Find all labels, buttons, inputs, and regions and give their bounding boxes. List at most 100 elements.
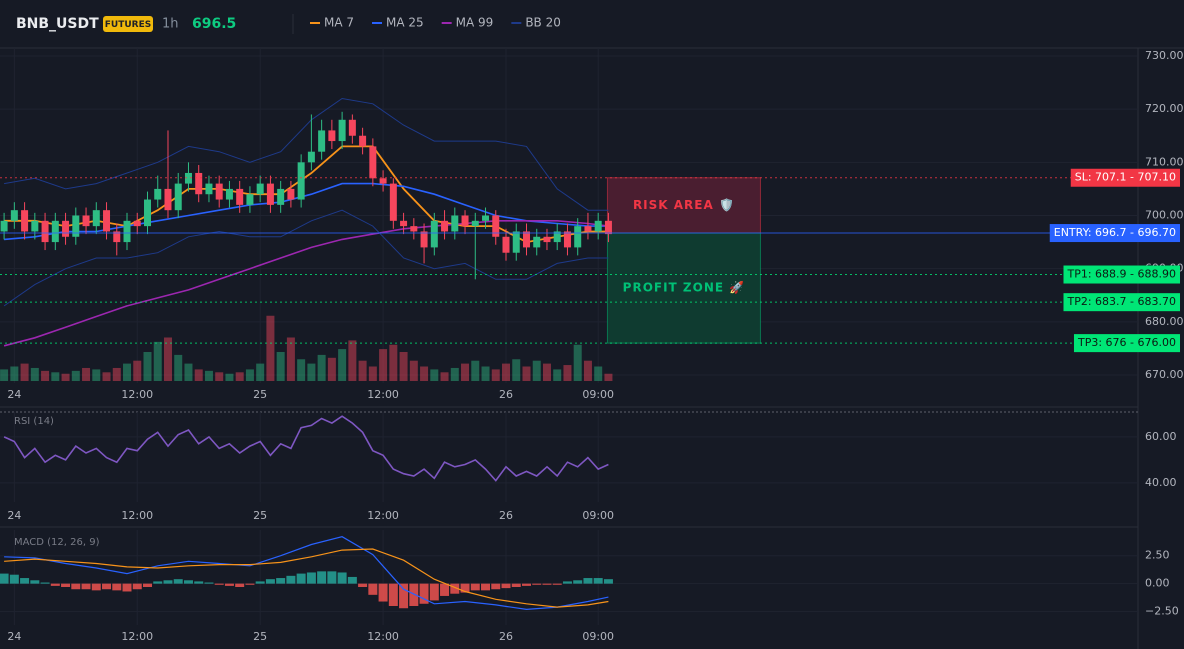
x-tick-label: 26 <box>499 509 513 522</box>
level-label: TP1: 688.9 - 688.90 <box>1067 268 1177 281</box>
level-tag <box>1070 168 1180 187</box>
candle-body <box>522 231 530 248</box>
candle-body <box>441 220 449 232</box>
candle-body <box>10 210 18 221</box>
macd-histogram-bar <box>163 580 173 584</box>
y-tick-label: 720.00 <box>1145 102 1184 115</box>
macd-line <box>4 548 609 608</box>
last-price: 696.5 <box>192 16 236 32</box>
volume-bar <box>82 367 91 381</box>
volume-bar <box>194 369 203 381</box>
volume-bar <box>92 369 101 381</box>
macd-histogram-bar <box>245 583 255 585</box>
level-tag <box>1049 224 1180 243</box>
x-tick-label: 12:00 <box>367 630 399 643</box>
volume-bar <box>256 363 265 381</box>
candle-body <box>502 236 510 253</box>
volume-bar <box>532 360 541 381</box>
candle-body <box>184 172 192 184</box>
legend-label: BB 20 <box>525 16 561 30</box>
level-tag <box>1063 293 1180 312</box>
x-tick-label: 24 <box>7 630 21 643</box>
macd-histogram-bar <box>573 580 583 584</box>
candle-body <box>420 231 428 248</box>
candle-body <box>471 220 479 227</box>
macd-histogram-bar <box>286 575 296 584</box>
rsi-line <box>3 415 609 482</box>
macd-histogram-bar <box>61 583 71 587</box>
macd-histogram-bar <box>194 581 204 584</box>
candle-body <box>21 210 29 232</box>
macd-histogram-bar <box>450 583 460 594</box>
x-tick-label: 12:00 <box>367 388 399 401</box>
candle-body <box>482 215 490 221</box>
legend-label: MA 99 <box>456 16 494 30</box>
candle-body <box>82 215 90 227</box>
candle-body <box>0 220 8 232</box>
volume-bar <box>512 359 521 381</box>
candle-body <box>195 172 203 195</box>
x-tick-label: 09:00 <box>582 509 614 522</box>
candle-body <box>379 178 387 184</box>
macd-histogram-bar <box>183 580 193 584</box>
volume-bar <box>420 366 429 381</box>
y-tick-label: 670.00 <box>1145 368 1184 381</box>
level-tag <box>1073 334 1180 353</box>
y-tick-label: 2.50 <box>1145 549 1170 562</box>
candle-body <box>492 215 500 237</box>
candle-body <box>277 188 285 205</box>
macd-histogram-bar <box>296 573 306 584</box>
macd-histogram-bar <box>501 583 511 589</box>
candle-body <box>62 220 70 237</box>
macd-histogram-bar <box>50 583 60 586</box>
labels: 24 12:00 25 12:00 26 09:00 24 12:00 25 12:00 26 09:… <box>7 16 1183 644</box>
volume-bar <box>368 366 377 381</box>
candle-body <box>154 188 162 200</box>
candle-body <box>174 183 182 211</box>
x-tick-label: 12:00 <box>121 388 153 401</box>
macd-histogram-bar <box>204 582 214 584</box>
rsi-title: RSI (14) <box>14 416 54 427</box>
macd-histogram-bar <box>347 576 357 584</box>
level-tag <box>1063 265 1180 284</box>
volume-bar <box>461 363 470 381</box>
plot <box>0 97 1138 611</box>
macd-histogram-bar <box>235 583 245 587</box>
macd-histogram-bar <box>224 583 234 586</box>
candle-body <box>205 183 213 195</box>
macd-histogram-bar <box>142 583 152 587</box>
candle-body <box>41 220 49 243</box>
volume-bar <box>491 369 500 381</box>
macd-histogram-bar <box>388 583 398 606</box>
candle-body <box>553 231 561 243</box>
x-tick-label: 12:00 <box>121 630 153 643</box>
candle-body <box>92 210 100 227</box>
macd-histogram-bar <box>552 583 562 585</box>
x-tick-label: 09:00 <box>582 630 614 643</box>
y-tick-label: 40.00 <box>1145 476 1177 489</box>
macd-histogram-bar <box>532 583 542 585</box>
volume-bar <box>440 372 449 381</box>
candle-body <box>256 183 264 195</box>
candle-body <box>164 188 172 211</box>
candle-body <box>215 183 223 200</box>
level-label: SL: 707.1 - 707.10 <box>1075 171 1176 184</box>
level-label: TP3: 676 - 676.00 <box>1077 336 1176 349</box>
candle-body <box>461 215 469 227</box>
macd-histogram-bar <box>583 578 593 584</box>
interval: 1h <box>162 17 179 32</box>
volume-bar <box>563 365 572 381</box>
macd-histogram-bar <box>327 571 337 584</box>
candle-body <box>307 151 315 163</box>
y-tick-label: 700.00 <box>1145 209 1184 222</box>
volume-bar <box>553 369 562 381</box>
candle-body <box>113 231 121 243</box>
volume-bar <box>471 360 480 381</box>
macd-histogram-bar <box>112 583 122 591</box>
x-tick-label: 26 <box>499 630 513 643</box>
candle-body <box>410 226 418 232</box>
volume-bar <box>430 369 439 381</box>
macd-histogram-bar <box>81 583 91 590</box>
volume-bar <box>358 360 367 381</box>
macd-histogram-bar <box>440 583 450 596</box>
